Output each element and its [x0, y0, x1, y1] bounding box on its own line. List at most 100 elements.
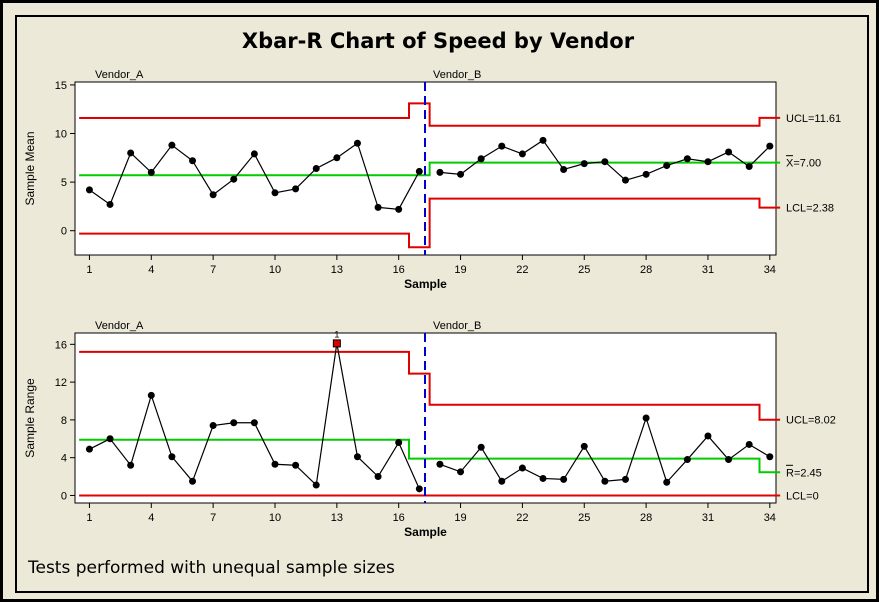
panel-range: 0 4 8 12 16 1 4 7 10 13 16 19 22 25 28 31 34 Sample Sample… [23, 320, 836, 539]
group-label: Vendor_A [95, 69, 144, 81]
limit-label: UCL=8.02 [786, 415, 836, 427]
group-label: Vendor_B [433, 69, 481, 81]
limit-label: UCL=11.61 [786, 113, 841, 125]
data-point [745, 163, 753, 171]
x-tick-label: 13 [331, 512, 343, 524]
y-tick-label: 12 [55, 377, 67, 389]
data-point [518, 150, 526, 158]
data-point [333, 154, 341, 162]
x-axis-title: Sample [404, 525, 447, 539]
data-point [725, 148, 733, 156]
data-point [147, 391, 155, 399]
x-tick-label: 28 [640, 264, 652, 276]
data-point [271, 189, 279, 197]
data-point [353, 139, 361, 147]
x-tick-label: 31 [702, 264, 714, 276]
data-point [209, 422, 217, 430]
limit-label: LCL=0 [786, 490, 819, 502]
data-point [601, 477, 609, 485]
data-point [436, 168, 444, 176]
panel-xbar: 0 5 10 15 1 4 7 10 13 16 19 22 25 28 31 34 Sample Sample … [23, 69, 841, 291]
x-tick-label: 34 [764, 264, 776, 276]
data-point [292, 461, 300, 469]
x-tick-label: 22 [516, 512, 528, 524]
data-point [477, 443, 485, 451]
data-point [127, 461, 135, 469]
data-point [292, 185, 300, 193]
data-point [642, 170, 650, 178]
data-point [621, 475, 629, 483]
data-point [168, 453, 176, 461]
x-tick-label: 10 [269, 264, 281, 276]
data-point [457, 170, 465, 178]
data-point [539, 136, 547, 144]
data-point [189, 477, 197, 485]
data-point [704, 158, 712, 166]
data-point [621, 176, 629, 184]
data-point [106, 200, 114, 208]
data-point [560, 475, 568, 483]
data-point [498, 477, 506, 485]
data-point [168, 141, 176, 149]
x-tick-label: 1 [86, 264, 92, 276]
data-point [312, 165, 320, 172]
data-point [374, 203, 382, 211]
data-point [539, 474, 547, 482]
limit-label: LCL=2.38 [786, 203, 834, 215]
ucl-line [79, 350, 781, 421]
y-tick-label: 8 [61, 415, 67, 427]
x-axis-title: Sample [404, 277, 447, 291]
data-point [250, 150, 258, 158]
ucl-line [79, 102, 781, 127]
data-point [683, 456, 691, 464]
data-point [415, 485, 423, 493]
chart-title: Xbar-R Chart of Speed by Vendor [242, 29, 635, 53]
x-tick-label: 31 [702, 512, 714, 524]
data-point [601, 158, 609, 166]
data-point [663, 162, 671, 170]
group-label: Vendor_A [95, 320, 144, 332]
data-point [312, 481, 320, 489]
data-point [580, 160, 588, 168]
data-point [85, 186, 93, 194]
flagged-point [332, 339, 341, 348]
x-tick-label: 19 [454, 264, 466, 276]
x-tick-label: 34 [764, 512, 776, 524]
data-point [415, 167, 423, 175]
y-tick-label: 4 [61, 453, 67, 465]
data-point [745, 440, 753, 448]
data-point [477, 155, 485, 163]
y-tick-label: 0 [61, 226, 67, 238]
data-point [395, 439, 403, 447]
data-point [250, 419, 258, 427]
data-point [353, 453, 361, 461]
flag-label: 1 [334, 329, 339, 339]
y-axis-title: Sample Range [23, 378, 37, 458]
data-point [127, 149, 135, 157]
y-tick-label: 0 [61, 490, 67, 502]
footnote: Tests performed with unequal sample size… [28, 558, 395, 578]
limit-label: R=2.45 [786, 467, 822, 479]
data-point [766, 142, 774, 150]
x-tick-label: 16 [393, 512, 405, 524]
x-tick-label: 19 [454, 512, 466, 524]
data-point [704, 432, 712, 440]
x-tick-label: 1 [86, 512, 92, 524]
data-point [725, 456, 733, 464]
data-point [683, 155, 691, 163]
x-tick-label: 4 [148, 264, 154, 276]
data-point [580, 442, 588, 450]
y-tick-label: 15 [55, 80, 67, 92]
y-tick-label: 10 [55, 129, 67, 141]
data-point [560, 165, 568, 173]
x-tick-label: 10 [269, 512, 281, 524]
data-point [498, 142, 506, 150]
x-tick-label: 7 [210, 264, 216, 276]
data-point [106, 435, 114, 443]
data-point [374, 473, 382, 481]
data-point [436, 460, 444, 468]
data-point [642, 414, 650, 422]
data-point [230, 175, 238, 183]
x-tick-label: 13 [331, 264, 343, 276]
